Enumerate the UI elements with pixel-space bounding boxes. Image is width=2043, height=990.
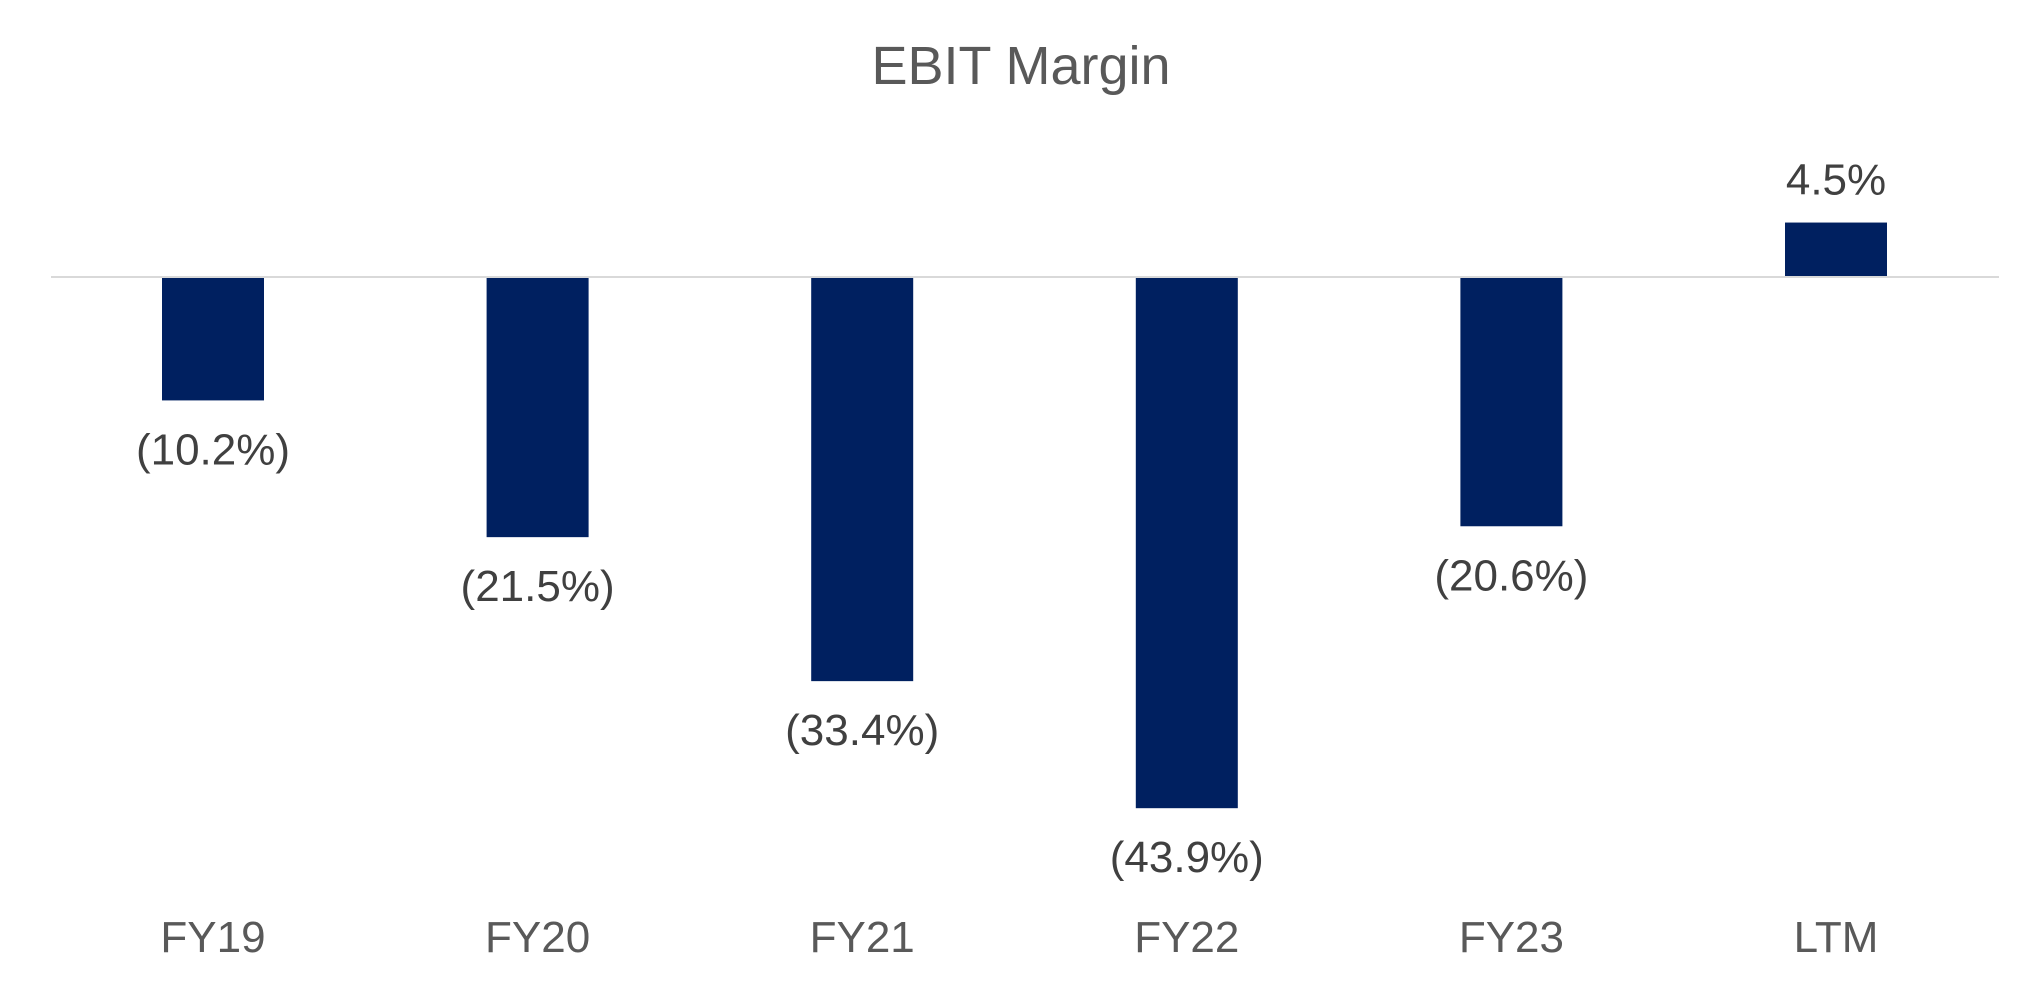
bar-fy19: [162, 277, 264, 401]
data-label-fy23: (20.6%): [1434, 551, 1588, 600]
bar-fy22: [1135, 277, 1238, 809]
tick-label-fy21: FY21: [810, 913, 915, 962]
chart-title: EBIT Margin: [871, 36, 1170, 96]
data-label-fy19: (10.2%): [136, 425, 290, 474]
bar-fy23: [1460, 277, 1563, 527]
bar-ltm: [1785, 222, 1887, 277]
tick-label-fy22: FY22: [1134, 913, 1239, 962]
bar-group: [162, 222, 1887, 809]
data-label-group: (10.2%) (21.5%) (33.4%) (43.9%) (20.6%) 4.5%: [136, 156, 1886, 883]
data-label-fy20: (21.5%): [461, 562, 615, 611]
tick-label-fy23: FY23: [1459, 913, 1564, 962]
tick-label-fy20: FY20: [485, 913, 590, 962]
category-axis-labels: FY19 FY20 FY21 FY22 FY23 LTM: [160, 913, 1878, 962]
data-label-fy21: (33.4%): [785, 706, 939, 755]
bar-fy21: [811, 277, 914, 682]
bar-fy20: [486, 277, 589, 538]
data-label-ltm: 4.5%: [1786, 156, 1886, 205]
tick-label-fy19: FY19: [160, 913, 265, 962]
data-label-fy22: (43.9%): [1110, 833, 1264, 882]
tick-label-ltm: LTM: [1794, 913, 1879, 962]
